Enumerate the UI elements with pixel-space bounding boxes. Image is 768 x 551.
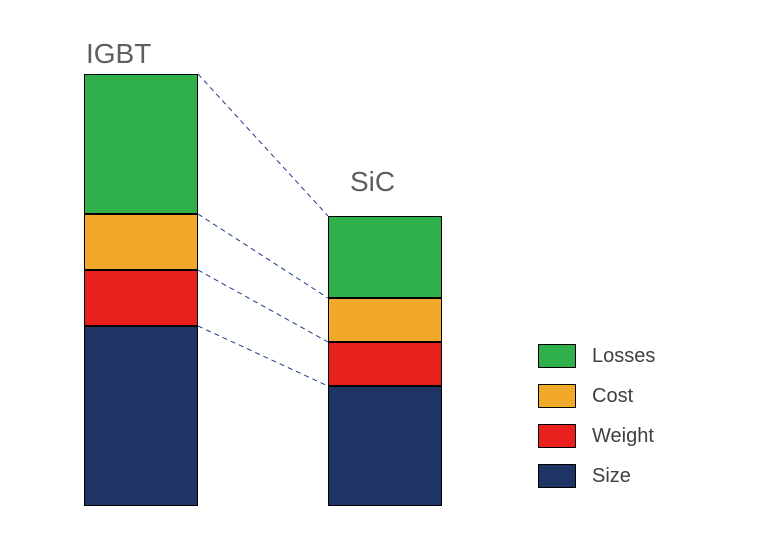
legend: Losses Cost Weight Size [538,336,655,496]
legend-label-losses: Losses [592,345,655,368]
chart-stage: { "chart": { "type": "stacked-bar-compar… [0,0,768,551]
bar-label-sic: SiC [350,166,395,198]
legend-label-size: Size [592,465,631,488]
segment-sic-size [328,386,442,506]
bar-sic [328,216,442,506]
segment-sic-losses [328,216,442,298]
bar-igbt [84,74,198,506]
segment-sic-weight [328,342,442,386]
segment-igbt-size [84,326,198,506]
legend-item-weight: Weight [538,416,655,456]
legend-swatch-size [538,464,576,488]
legend-item-size: Size [538,456,655,496]
legend-swatch-losses [538,344,576,368]
legend-swatch-cost [538,384,576,408]
legend-label-cost: Cost [592,385,633,408]
legend-label-weight: Weight [592,425,654,448]
segment-sic-cost [328,298,442,342]
segment-igbt-weight [84,270,198,326]
legend-item-losses: Losses [538,336,655,376]
segment-igbt-cost [84,214,198,270]
segment-igbt-losses [84,74,198,214]
legend-item-cost: Cost [538,376,655,416]
legend-swatch-weight [538,424,576,448]
bar-label-igbt: IGBT [86,38,151,70]
